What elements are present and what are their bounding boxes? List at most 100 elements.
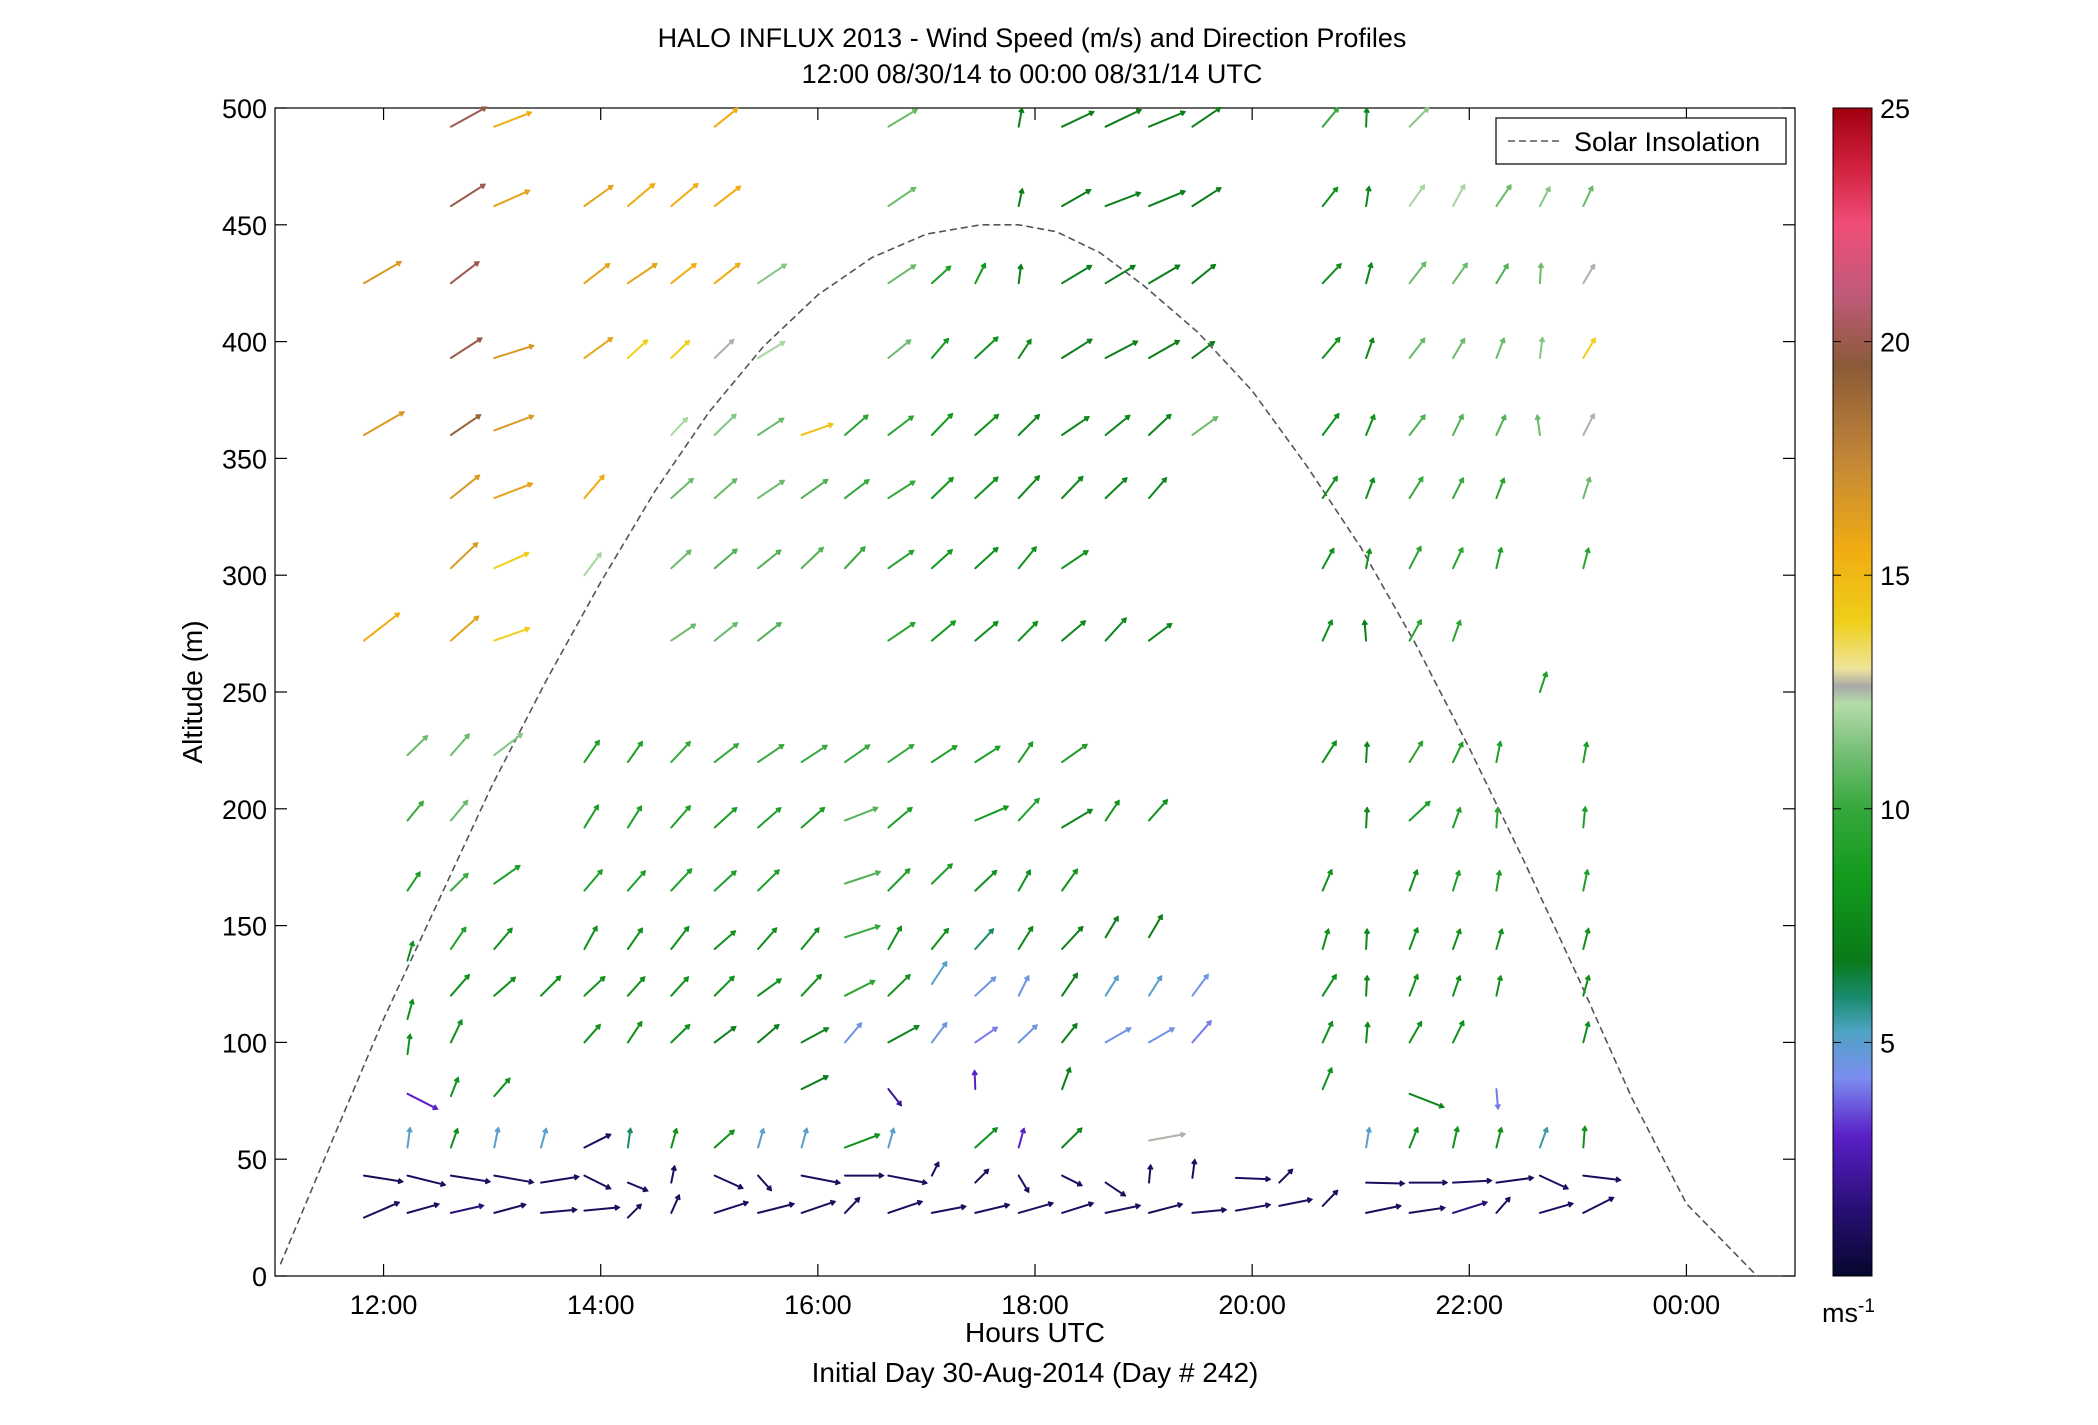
wind-vector <box>1321 336 1341 359</box>
wind-vector <box>1538 670 1549 693</box>
wind-vector <box>1321 1020 1334 1044</box>
wind-vector-head <box>1413 926 1420 934</box>
wind-vector <box>1104 617 1127 642</box>
wind-vector-shaft <box>1321 337 1341 359</box>
wind-vector <box>1278 1197 1314 1207</box>
wind-vector-shaft <box>887 1174 928 1184</box>
colorbar-unit-base: ms <box>1822 1298 1858 1328</box>
wind-vector-shaft <box>1408 974 1419 997</box>
wind-vector-shaft <box>1061 111 1095 128</box>
wind-vector-head <box>766 1185 773 1192</box>
wind-vector <box>1017 974 1030 997</box>
wind-vector <box>930 960 948 985</box>
wind-vector-shaft <box>626 339 649 359</box>
wind-vector-shaft <box>449 183 486 208</box>
wind-vector <box>1148 622 1173 642</box>
wind-vector-head <box>1453 1125 1460 1133</box>
wind-vector-shaft <box>713 622 738 642</box>
wind-vector <box>493 110 533 128</box>
wind-vector-shaft <box>1365 975 1369 997</box>
wind-vector <box>757 807 782 829</box>
wind-vector-shaft <box>757 622 782 642</box>
wind-vector-head <box>910 264 917 270</box>
wind-vector-shaft <box>1452 870 1461 892</box>
y-tick-label: 300 <box>222 561 267 591</box>
wind-vector-head <box>1395 1203 1402 1210</box>
wind-vector <box>887 186 917 208</box>
wind-vector-shaft <box>1061 1023 1078 1044</box>
wind-vector <box>493 976 517 997</box>
wind-vector <box>930 620 957 642</box>
wind-vector <box>1104 799 1120 822</box>
wind-vector-head <box>864 744 871 750</box>
wind-vector-head <box>398 411 406 417</box>
wind-vector <box>363 1200 401 1219</box>
wind-vector-head <box>1220 1206 1228 1214</box>
wind-vector-head <box>821 744 829 751</box>
chart-title: HALO INFLUX 2013 - Wind Speed (m/s) and … <box>658 23 1407 53</box>
wind-vector <box>1061 550 1089 570</box>
wind-vector-shaft <box>887 744 915 764</box>
wind-vector-shaft <box>1495 928 1503 950</box>
wind-vector-head <box>690 262 698 269</box>
wind-vector <box>974 1026 999 1044</box>
wind-vector-shaft <box>1061 189 1091 208</box>
wind-vector-shaft <box>1321 107 1340 128</box>
wind-vector-shaft <box>449 1128 459 1149</box>
wind-vector <box>540 1127 549 1149</box>
wind-vector-head <box>1368 337 1375 344</box>
wind-vector-head <box>874 924 882 931</box>
wind-vector <box>713 870 737 892</box>
wind-vector <box>887 480 916 500</box>
wind-vector-head <box>528 414 535 421</box>
wind-vector-shaft <box>973 1070 977 1091</box>
wind-vector-shaft <box>1408 1206 1446 1214</box>
wind-vector-head <box>1033 797 1040 804</box>
wind-vector-shaft <box>1061 808 1093 829</box>
wind-vector-head <box>593 804 599 811</box>
wind-vector <box>713 338 735 359</box>
wind-vector-shaft <box>930 338 949 359</box>
wind-vector <box>583 1204 621 1212</box>
wind-vector <box>887 108 919 128</box>
wind-vector <box>449 183 487 208</box>
wind-vector-shaft <box>1365 548 1371 570</box>
wind-vector-shaft <box>1408 619 1422 642</box>
wind-vector <box>1365 337 1375 359</box>
wind-vector-head <box>1177 1202 1184 1209</box>
wind-vector-shaft <box>1061 338 1093 359</box>
wind-vector-shaft <box>887 925 902 950</box>
wind-vector-head <box>573 1174 580 1181</box>
wind-vector-shaft <box>583 869 603 892</box>
wind-vector <box>757 417 785 436</box>
wind-vector-head <box>1534 413 1541 421</box>
wind-vector <box>1495 1196 1511 1214</box>
wind-vector-head <box>896 1100 903 1107</box>
wind-vector-head <box>692 182 699 189</box>
wind-vector <box>1582 1020 1591 1044</box>
x-axis-label: Hours UTC <box>965 1317 1105 1348</box>
wind-vector-head <box>921 1179 929 1186</box>
wind-vector-head <box>1365 185 1372 192</box>
wind-vector-head <box>1420 413 1426 421</box>
wind-vector-shaft <box>1061 550 1089 570</box>
wind-vector <box>844 924 882 939</box>
wind-vector <box>583 184 614 208</box>
wind-vector-shaft <box>1104 1204 1141 1214</box>
wind-vector <box>1408 740 1424 764</box>
wind-vector-shaft <box>583 185 614 208</box>
wind-vector-head <box>1455 927 1462 935</box>
wind-vector-shaft <box>626 741 643 764</box>
wind-vector <box>1321 973 1337 997</box>
wind-vector-shaft <box>974 976 997 997</box>
wind-vector-shaft <box>800 807 825 829</box>
wind-vector <box>974 262 987 285</box>
wind-vector-shaft <box>1408 1021 1423 1044</box>
wind-vector <box>493 551 530 570</box>
y-tick-label: 200 <box>222 795 267 825</box>
wind-vector <box>670 1164 677 1184</box>
wind-vector-head <box>1587 185 1594 192</box>
wind-vector-shaft <box>1148 111 1186 128</box>
wind-vector-head <box>683 975 690 983</box>
